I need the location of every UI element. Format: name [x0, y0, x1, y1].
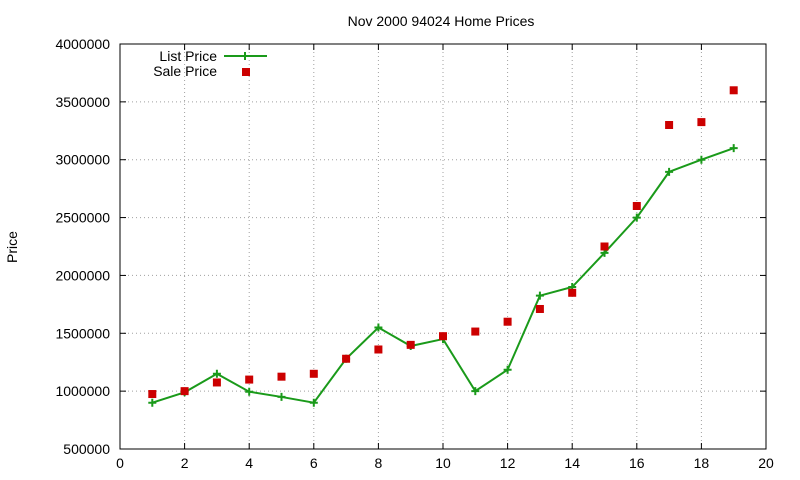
- x-tick-label: 4: [245, 455, 253, 471]
- list-price-point: [632, 213, 641, 222]
- y-tick-label: 2000000: [55, 267, 110, 283]
- sale-price-point: [309, 369, 318, 378]
- sale-price-point: [665, 121, 674, 129]
- legend-label-sale-price: Sale Price: [153, 63, 217, 79]
- x-tick-label: 16: [629, 455, 645, 471]
- list-price-point: [374, 323, 383, 332]
- list-price-point: [212, 369, 221, 378]
- tick-labels: 0 2 4 6 8 10 12 14 16 18 20 500000 1000000 1500000 200…: [55, 36, 774, 471]
- x-tick-label: 0: [116, 455, 124, 471]
- sale-price-point: [600, 242, 609, 251]
- sale-price-point: [342, 354, 351, 363]
- legend-marker-list-price: [241, 52, 249, 60]
- sale-price-point: [439, 332, 447, 341]
- sale-price-point: [406, 340, 415, 349]
- y-tick-label: 3500000: [55, 94, 110, 110]
- list-price-point: [148, 398, 157, 407]
- sale-price-point: [277, 372, 286, 381]
- sale-price-point: [212, 378, 221, 387]
- series-layer: [148, 86, 738, 407]
- list-price-point: [535, 291, 544, 300]
- list-price-point: [665, 167, 674, 176]
- list-price-point: [309, 398, 318, 407]
- y-tick-label: 1000000: [55, 383, 110, 399]
- sale-price-point: [535, 304, 544, 313]
- sale-price-point: [632, 202, 641, 210]
- sale-price-point: [180, 387, 189, 396]
- x-tick-label: 10: [435, 455, 451, 471]
- list-price-point: [729, 144, 738, 153]
- sale-price-point: [148, 390, 157, 399]
- list-price-point: [697, 155, 706, 164]
- y-tick-label: 3000000: [55, 152, 110, 168]
- y-tick-label: 4000000: [55, 36, 110, 52]
- x-tick-label: 20: [758, 455, 774, 471]
- y-axis-title: Price: [4, 231, 20, 263]
- sale-price-point: [245, 375, 254, 384]
- list-price-point: [503, 365, 512, 374]
- sale-price-point: [729, 86, 738, 95]
- legend-label-list-price: List Price: [159, 48, 217, 64]
- x-tick-label: 12: [500, 455, 516, 471]
- x-tick-label: 2: [181, 455, 189, 471]
- x-tick-label: 8: [375, 455, 383, 471]
- y-tick-label: 1500000: [55, 325, 110, 341]
- y-tick-label: 2500000: [55, 210, 110, 226]
- grid: [120, 44, 766, 449]
- x-tick-label: 14: [564, 455, 580, 471]
- x-tick-label: 6: [310, 455, 318, 471]
- legend: List Price Sale Price: [153, 48, 267, 79]
- legend-marker-sale-price: [242, 68, 250, 76]
- list-price-point: [245, 387, 254, 396]
- sale-price-point: [471, 327, 480, 336]
- x-tick-label: 18: [694, 455, 710, 471]
- list-price-point: [471, 387, 480, 396]
- sale-price-point: [503, 317, 512, 326]
- list-price-point: [277, 392, 286, 401]
- sale-price-point: [568, 288, 577, 297]
- sale-price-point: [374, 345, 383, 354]
- sale-price-point: [697, 118, 706, 127]
- chart-title: Nov 2000 94024 Home Prices: [348, 13, 535, 29]
- plot-frame: [119, 43, 767, 450]
- y-tick-label: 500000: [63, 441, 110, 457]
